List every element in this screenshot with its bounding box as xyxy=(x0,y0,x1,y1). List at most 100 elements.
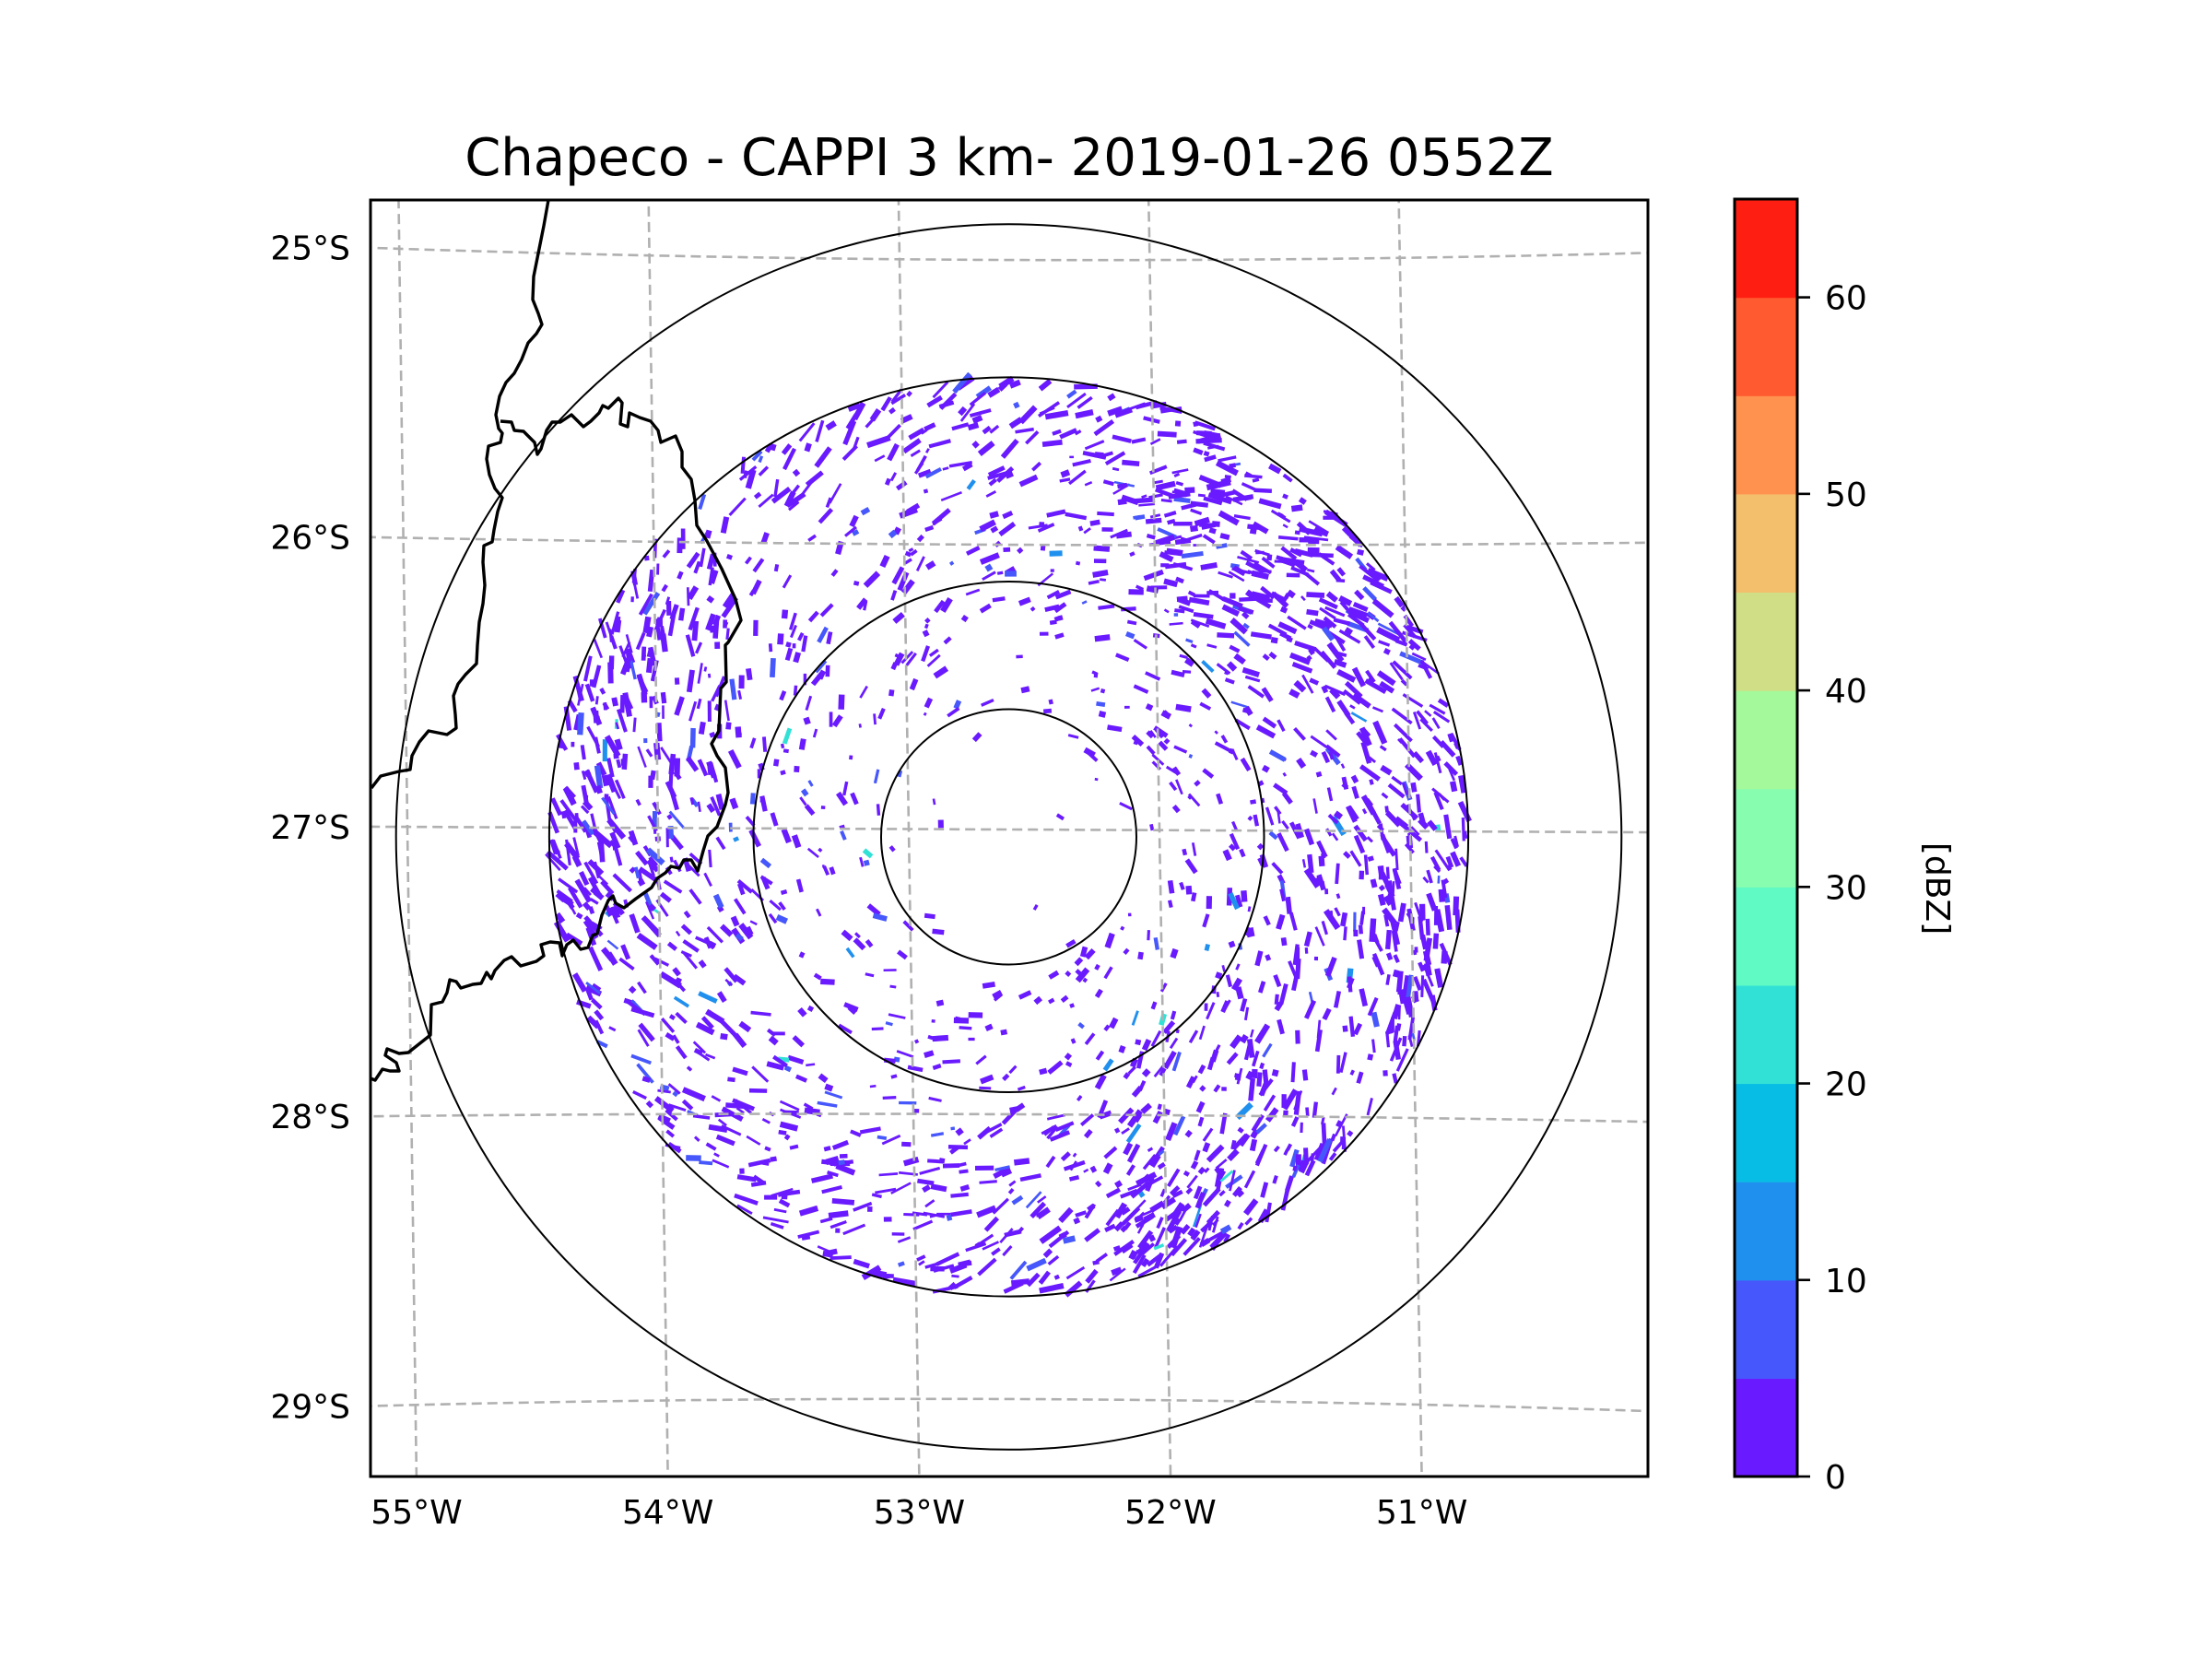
echo-cell xyxy=(1362,728,1371,737)
echo-cell xyxy=(1148,493,1163,500)
echo-cell xyxy=(1202,768,1215,779)
echo-cell xyxy=(1433,865,1441,873)
colorbar-segment-10-15 xyxy=(1735,1182,1797,1281)
echo-cell xyxy=(1031,461,1042,472)
echo-cell xyxy=(1089,1165,1098,1173)
echo-cell xyxy=(1077,395,1093,409)
echo-cell xyxy=(1020,686,1030,694)
echo-cell xyxy=(751,1065,770,1083)
echo-cell xyxy=(1363,635,1376,650)
echo-cell xyxy=(1174,608,1185,614)
echo-cell xyxy=(1194,1192,1206,1209)
echo-cell xyxy=(778,1198,791,1208)
echo-cell xyxy=(888,1013,906,1019)
echo-cell xyxy=(997,382,1008,392)
echo-cell xyxy=(1095,415,1103,423)
echo-cell xyxy=(935,999,945,1007)
echo-cell xyxy=(1193,429,1214,440)
echo-cell xyxy=(1143,569,1164,582)
echo-cell xyxy=(1083,1128,1093,1139)
echo-cell xyxy=(990,525,999,534)
echo-cell xyxy=(746,667,753,681)
echo-cell xyxy=(953,1017,970,1024)
echo-cell xyxy=(1001,1108,1018,1125)
echo-cell xyxy=(1271,862,1284,875)
echo-cell xyxy=(935,1252,960,1266)
echo-cell xyxy=(1333,618,1351,626)
echo-cell xyxy=(717,1118,727,1127)
echo-cell xyxy=(897,1236,912,1243)
echo-cell xyxy=(979,1180,997,1184)
echo-cell xyxy=(982,981,995,989)
echo-cell xyxy=(1068,469,1087,486)
echo-cell xyxy=(1169,1037,1179,1050)
echo-cell xyxy=(1252,521,1269,535)
echo-cell xyxy=(555,912,566,924)
echo-cell xyxy=(1300,1122,1303,1134)
echo-cell xyxy=(1084,440,1105,451)
echo-cell xyxy=(753,491,762,500)
echo-cell xyxy=(1037,523,1055,533)
echo-cell xyxy=(1117,498,1127,506)
echo-cell xyxy=(913,1039,920,1044)
echo-cell xyxy=(704,529,712,539)
echo-cell xyxy=(1357,548,1365,556)
echo-cell xyxy=(1074,957,1084,967)
range-ring-240km xyxy=(394,223,1623,1451)
echo-cell xyxy=(594,696,599,705)
echo-cell xyxy=(682,939,700,953)
echo-cell xyxy=(1288,912,1298,931)
echo-cell xyxy=(791,834,802,849)
echo-cell xyxy=(1324,956,1337,977)
echo-cell xyxy=(610,611,620,635)
echo-cell xyxy=(629,913,641,934)
echo-cell xyxy=(761,1118,771,1124)
colorbar-segment-55-60 xyxy=(1735,297,1797,396)
echo-cell xyxy=(674,758,681,777)
echo-cell xyxy=(1026,1272,1041,1288)
echo-cell xyxy=(897,949,908,960)
echo-cell xyxy=(1327,813,1339,825)
echo-cell xyxy=(1107,393,1116,402)
echo-cell xyxy=(1237,1126,1244,1134)
echo-cell xyxy=(703,666,708,672)
echo-cell xyxy=(829,866,836,876)
echo-cell xyxy=(1066,392,1087,409)
echo-cell xyxy=(890,1074,898,1079)
echo-cell xyxy=(1244,1217,1253,1226)
echo-cell xyxy=(1336,668,1357,683)
echo-cell xyxy=(1340,763,1346,770)
x-tick-labels: 55°W 54°W 53°W 52°W 51°W xyxy=(371,1494,1467,1532)
echo-cell xyxy=(852,401,866,421)
echo-cell xyxy=(1245,1070,1255,1081)
echo-cell xyxy=(1044,410,1069,420)
echo-cell xyxy=(896,1050,914,1058)
echo-cell xyxy=(1171,669,1185,677)
echo-cell xyxy=(947,706,960,718)
echo-cell xyxy=(1057,615,1064,621)
echo-cell xyxy=(926,394,943,408)
echo-cell xyxy=(1411,652,1427,662)
echo-cell xyxy=(1379,680,1395,694)
echo-cell xyxy=(1336,700,1351,718)
echo-cell xyxy=(1343,688,1361,705)
echo-cell xyxy=(819,1217,833,1224)
echo-cell xyxy=(976,1205,997,1218)
echo-cell xyxy=(575,912,583,920)
echo-cell xyxy=(839,1153,848,1159)
echo-cell xyxy=(1272,1175,1278,1184)
echo-cell xyxy=(889,984,897,989)
echo-cell xyxy=(888,688,895,697)
echo-cell xyxy=(1262,716,1277,729)
echo-cell xyxy=(780,743,785,749)
echo-cell xyxy=(1330,1133,1336,1142)
echo-cell xyxy=(1002,1073,1010,1081)
echo-cell xyxy=(1366,562,1376,571)
echo-cell xyxy=(1330,910,1334,919)
echo-cell xyxy=(1411,1032,1416,1041)
echo-cell xyxy=(965,588,981,596)
echo-cell xyxy=(1095,1180,1102,1188)
echo-cell xyxy=(987,470,1010,480)
echo-cell xyxy=(927,1159,944,1164)
echo-cell xyxy=(745,815,756,827)
